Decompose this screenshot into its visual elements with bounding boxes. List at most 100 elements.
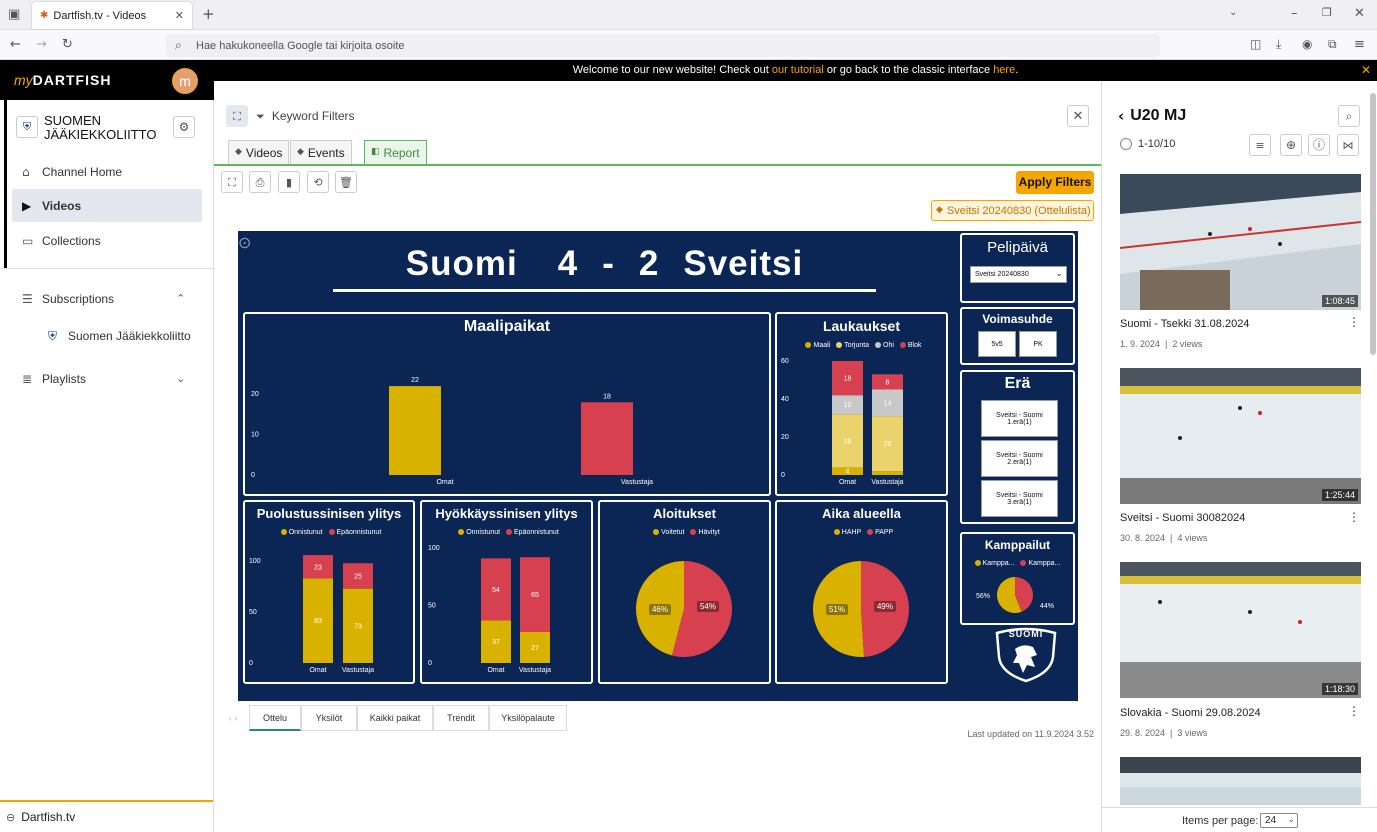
welcome-banner: Welcome to our new website! Check out ou… — [214, 60, 1377, 81]
pelipaiva-dropdown[interactable]: Sveitsi 20240830 ⌄ — [970, 266, 1067, 283]
scrollbar[interactable] — [1370, 93, 1376, 355]
maximize-icon[interactable]: ❐ — [1322, 6, 1332, 19]
pocket-icon[interactable]: ◫ — [1250, 37, 1262, 51]
menu-icon[interactable]: ≡ — [1354, 37, 1365, 52]
sidebar-item-playlists[interactable]: ≣ Playlists ⌄ — [12, 362, 202, 395]
close-icon[interactable]: ✕ — [1360, 63, 1371, 77]
more-options-icon[interactable]: ⋮ — [1348, 315, 1360, 329]
video-thumbnail[interactable]: 1:08:45 — [1120, 174, 1361, 310]
more-options-icon[interactable]: ⋮ — [1348, 704, 1360, 718]
voimasuhde-option-pk[interactable]: PK — [1019, 331, 1057, 357]
forward-icon[interactable]: → — [36, 37, 47, 52]
away-goals: 2 — [638, 244, 660, 283]
sidebar-item-label: Videos — [42, 198, 82, 213]
panel-aloitukset: Aloitukset Voitetut Hävityt 46% 54% — [598, 500, 771, 684]
download-icon[interactable]: ⤓ — [1276, 37, 1282, 51]
sidebar-item-collections[interactable]: ▭ Collections — [12, 224, 202, 257]
tab-scroll-arrows[interactable]: ‹ › — [228, 713, 238, 723]
select-all[interactable]: 1-10/10 — [1120, 138, 1175, 150]
video-date: 1. 9. 2024 — [1120, 339, 1161, 349]
url-bar[interactable]: ⌕ Hae hakukoneella Google tai kirjoita o… — [166, 34, 1160, 57]
report-tab-trendit[interactable]: Trendit — [433, 705, 489, 731]
bar — [389, 386, 441, 475]
search-button[interactable]: ⌕ — [1338, 105, 1360, 127]
info-button[interactable]: ⓘ — [1308, 134, 1330, 156]
share-button[interactable]: ⋈ — [1337, 134, 1359, 156]
dartfish-tv-link[interactable]: ⊖ Dartfish.tv — [6, 810, 75, 824]
report-tab-kaikki-paikat[interactable]: Kaikki paikat — [357, 705, 433, 731]
extensions-icon[interactable]: ⧉ — [1328, 37, 1337, 51]
report-tab-ottelu[interactable]: Ottelu — [249, 705, 301, 731]
era-option-1[interactable]: Sveitsi - Suomi 1.erä(1) — [981, 400, 1058, 437]
sort-button[interactable]: ≡ — [1249, 134, 1271, 156]
chart-button[interactable]: ▮ — [278, 171, 300, 193]
more-options-icon[interactable]: ⋮ — [1348, 510, 1360, 524]
minimize-icon[interactable]: – — [1291, 6, 1298, 21]
legend-item: HAHP — [841, 529, 862, 536]
fullscreen-button[interactable]: ⛶ — [221, 171, 243, 193]
sidebar-item-subscriptions[interactable]: ☰ Subscriptions ⌃ — [12, 282, 202, 315]
expand-button[interactable]: ⛶ — [226, 105, 248, 127]
tab-videos[interactable]: ◆ Videos — [228, 140, 290, 164]
keyword-filters[interactable]: ⏷ Keyword Filters — [256, 109, 355, 123]
report-tab-yksilopalaute[interactable]: Yksilöpalaute — [489, 705, 567, 731]
reload-icon[interactable]: ↻ — [62, 37, 73, 52]
sidebar-item-channel-home[interactable]: ⌂ Channel Home — [12, 155, 202, 188]
tab-report[interactable]: ◧ Report — [364, 140, 427, 164]
filter-tag[interactable]: ◆ Sveitsi 20240830 (Ottelulista) — [931, 200, 1094, 221]
data-label: 10 — [844, 402, 852, 409]
bar-segment — [832, 467, 863, 475]
settings-button[interactable]: ⚙ — [173, 116, 195, 138]
panel-puolustussinisen-ylitys: Puolustussinisen ylitys Onnistunut Epäon… — [243, 500, 415, 684]
close-tab-icon[interactable]: ✕ — [174, 9, 184, 22]
delete-button[interactable]: 🗑 — [335, 171, 357, 193]
org-logo-icon: ⛨ — [48, 328, 58, 343]
video-thumbnail[interactable] — [1120, 757, 1361, 805]
category-label: Vastustaja — [871, 479, 903, 486]
close-window-icon[interactable]: ✕ — [1354, 6, 1365, 21]
back-arrow-icon[interactable]: ⊙ — [238, 235, 252, 252]
tab-events[interactable]: ◆ Events — [290, 140, 352, 164]
video-title[interactable]: Suomi - Tsekki 31.08.2024 — [1120, 318, 1250, 330]
items-per-page-value: 24 — [1265, 815, 1277, 826]
add-button[interactable]: ⊕ — [1280, 134, 1302, 156]
panel-laukaukset: Laukaukset Maali Torjunta Ohi Blok 0 20 40… — [775, 312, 948, 496]
video-title[interactable]: Sveitsi - Suomi 30082024 — [1120, 512, 1246, 524]
video-title[interactable]: Slovakia - Suomi 29.08.2024 — [1120, 707, 1261, 719]
keyword-filters-label: Keyword Filters — [271, 109, 355, 123]
new-tab-icon[interactable]: + — [202, 5, 215, 23]
org-name[interactable]: SUOMEN JÄÄKIEKKOLIITTO — [44, 114, 156, 142]
sidebar-item-videos[interactable]: ▶ Videos — [12, 189, 202, 222]
era-option-3[interactable]: Sveitsi - Suomi 3.erä(1) — [981, 480, 1058, 517]
report-tab-yksilot[interactable]: Yksilöt — [301, 705, 357, 731]
chevron-down-icon[interactable]: ⌄ — [1229, 7, 1238, 18]
sidebar-item-suomen-jaakiekkoliitto[interactable]: ⛨ Suomen Jääkiekkoliitto — [38, 319, 202, 352]
back-icon[interactable]: ← — [10, 37, 21, 52]
close-filters-button[interactable]: ✕ — [1067, 105, 1089, 127]
video-thumbnail[interactable]: 1:18:30 — [1120, 562, 1361, 698]
account-icon[interactable]: ◉ — [1302, 37, 1313, 51]
voimasuhde-option-5v5[interactable]: 5v5 — [978, 331, 1016, 357]
last-updated: Last updated on 11.9.2024 3.52 — [967, 729, 1094, 739]
search-icon: ⌕ — [1345, 109, 1353, 123]
tab-list-icon[interactable]: ▣ — [8, 7, 21, 22]
data-label: 23 — [314, 564, 322, 571]
list-title[interactable]: ‹ U20 MJ — [1118, 107, 1186, 125]
print-button[interactable]: ⎙ — [249, 171, 271, 193]
video-thumbnail[interactable]: 1:25:44 — [1120, 368, 1361, 504]
legend-item: Kamppa... — [1028, 560, 1061, 567]
tutorial-link[interactable]: our tutorial — [771, 64, 824, 76]
chart-title: Puolustussinisen ylitys — [256, 506, 402, 521]
tab-underline — [214, 164, 1101, 166]
refresh-button[interactable]: ⟲ — [307, 171, 329, 193]
avatar[interactable]: m — [172, 68, 198, 94]
chart-title: Maalipaikat — [463, 318, 551, 335]
chevron-down-icon: ⌄ — [1055, 269, 1063, 279]
items-per-page-select[interactable]: 24 ⌄ — [1260, 813, 1298, 828]
era-option-2[interactable]: Sveitsi - Suomi 2.erä(1) — [981, 440, 1058, 477]
apply-filters-button[interactable]: Apply Filters — [1016, 171, 1094, 194]
items-per-page-label: Items per page: — [1182, 815, 1259, 827]
browser-tab[interactable]: ✱ Dartfish.tv - Videos ✕ — [32, 2, 192, 29]
classic-interface-link[interactable]: here — [993, 64, 1016, 76]
y-tick-label: 0 — [428, 660, 432, 667]
